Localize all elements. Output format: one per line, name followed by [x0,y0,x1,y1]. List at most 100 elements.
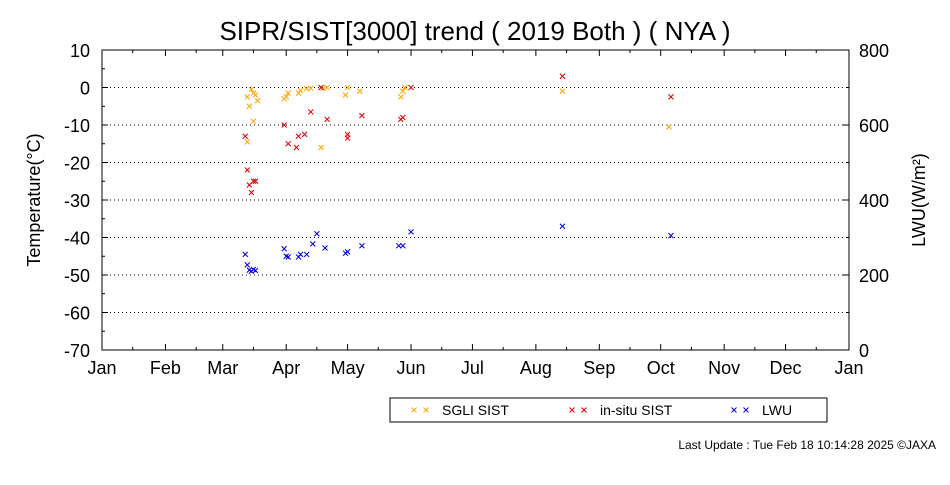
grid-lines [102,87,849,313]
data-point [244,262,251,268]
y2-tick-label: 600 [859,116,889,136]
x-tick-label: May [331,358,365,378]
x-tick-label: Apr [272,358,300,378]
x-tick-label: Jul [461,358,484,378]
data-point [285,90,292,96]
data-point [359,112,365,119]
data-point [344,84,351,91]
data-point [307,109,314,115]
y-tick-label: 10 [70,41,90,61]
x-tick-label: Dec [770,358,802,378]
y2-tick-label: 200 [859,266,889,286]
data-point [285,140,292,147]
y-tick-label: -60 [64,304,90,324]
data-point [324,116,330,123]
data-point [293,144,300,151]
data-points [242,73,674,275]
legend-marker [569,407,575,413]
data-point [244,139,251,145]
data-point [344,135,351,141]
data-point [342,92,349,98]
data-point [248,189,255,196]
data-point [295,133,302,140]
data-point [314,230,320,237]
y-tick-label: -40 [64,229,90,249]
data-point [402,84,408,91]
y-tick-label: -20 [64,154,90,174]
legend-box [389,397,828,423]
y2-tick-label: 0 [859,341,869,361]
chart-title: SIPR/SIST[3000] trend ( 2019 Both ) ( NY… [219,16,730,46]
data-point [357,88,363,95]
data-point [559,223,566,230]
x-tick-label: Aug [520,358,552,378]
data-point [399,114,406,121]
data-point [559,73,566,80]
legend-label: SGLI SIST [442,402,509,418]
x-tick-label: Jun [397,358,426,378]
x-tick-label: Sep [583,358,615,378]
data-point [252,92,259,98]
y-tick-label: 0 [80,79,90,99]
data-point [297,87,304,94]
x-axis-tick-labels: Jan Feb Mar Apr May Jun Jul Aug Sep Oct Nov Dec Jan [87,358,863,378]
data-point [248,86,255,93]
data-point [318,84,324,91]
data-point [250,118,257,125]
data-point [252,267,259,274]
data-point [285,254,292,260]
data-point [281,122,287,128]
data-point [252,178,259,185]
data-point [408,229,414,235]
series-lwu [242,223,674,275]
legend-marker [743,407,749,413]
data-point [250,178,257,185]
data-point [297,251,304,258]
y2-axis-label: LWU(W/m²) [909,153,929,247]
x-tick-label: Jan [834,358,863,378]
legend-marker [581,407,587,413]
data-point [244,94,251,100]
data-point [307,85,314,92]
y-axis-label: Temperature(°C) [24,133,44,266]
data-point [281,245,287,252]
data-point [303,251,310,258]
x-tick-label: Jan [87,358,116,378]
data-point [309,241,316,247]
y-tick-label: -30 [64,191,90,211]
y-tick-label: -50 [64,266,90,286]
data-point [395,242,402,249]
data-point [318,144,324,151]
y2-tick-label: 400 [859,191,889,211]
data-point [254,97,261,104]
data-point [324,84,330,91]
series-sgli-sist [244,84,672,151]
data-point [344,248,351,255]
data-point [242,251,249,258]
legend-marker [423,407,429,413]
data-point [244,167,251,173]
series-in-situ-sist [242,73,674,196]
legend-label: LWU [762,402,792,418]
data-point [397,94,404,100]
y-axis-tick-labels: 10 0 -10 -20 -30 -40 -50 -60 -70 [64,41,90,361]
y-tick-label: -10 [64,116,90,136]
data-point [668,232,674,239]
y-tick-label: -70 [64,341,90,361]
y2-tick-label: 800 [859,41,889,61]
data-point [283,94,290,100]
data-point [668,94,674,100]
data-point [301,131,308,138]
legend-marker [411,407,417,413]
x-tick-label: Mar [207,358,238,378]
data-point [246,103,253,110]
data-point [399,88,406,95]
data-point [559,88,566,95]
x-tick-label: Oct [647,358,675,378]
data-point [399,242,406,249]
data-point [322,245,328,251]
legend-label: in-situ SIST [600,402,673,418]
data-point [408,84,414,91]
